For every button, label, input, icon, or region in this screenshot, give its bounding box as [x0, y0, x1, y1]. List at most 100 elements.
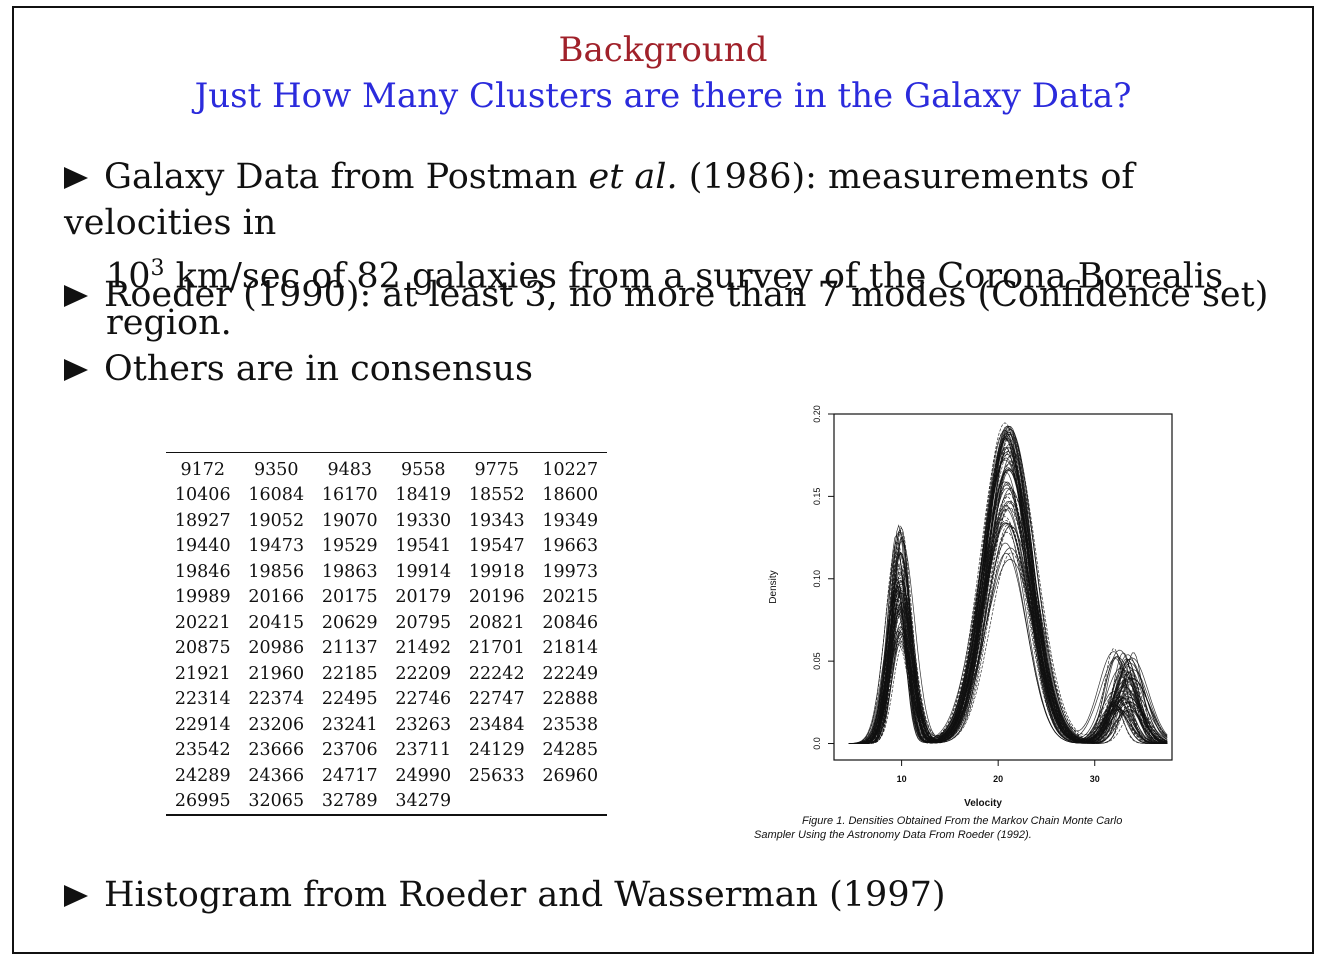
table-row: 22314 22374 22495 22746 22747 22888 — [166, 687, 607, 713]
table-row: 18927 19052 19070 19330 19343 19349 — [166, 508, 607, 534]
table-cell: 19541 — [395, 536, 452, 557]
table-cell: 18600 — [542, 485, 599, 506]
table-cell: 20215 — [542, 587, 599, 608]
table-row: 9172 9350 9483 9558 9775 10227 — [166, 453, 607, 483]
table-cell: 23706 — [321, 740, 378, 761]
table-cell: 20175 — [321, 587, 378, 608]
table-row: 20875 20986 21137 21492 21701 21814 — [166, 636, 607, 662]
table-cell: 32789 — [321, 791, 378, 812]
table-cell: 22185 — [321, 663, 378, 684]
table-row: 19846 19856 19863 19914 19918 19973 — [166, 559, 607, 585]
table-cell: 22249 — [542, 663, 599, 684]
density-curve — [848, 453, 1168, 744]
table-cell: 32065 — [248, 791, 305, 812]
table-cell: 20166 — [248, 587, 305, 608]
density-curve — [848, 425, 1168, 744]
density-curve — [848, 523, 1168, 744]
bullet-histogram: Histogram from Roeder and Wasserman (199… — [64, 872, 946, 918]
table-cell: 20221 — [174, 612, 231, 633]
table-cell: 21814 — [542, 638, 599, 659]
x-axis-label: Velocity — [964, 798, 1002, 809]
table-cell: 22495 — [321, 689, 378, 710]
table-cell: 19973 — [542, 561, 599, 582]
table-cell: 22914 — [174, 714, 231, 735]
table-cell — [460, 789, 534, 816]
table-cell: 19547 — [468, 536, 525, 557]
x-tick-label: 20 — [993, 774, 1003, 784]
density-curve — [848, 547, 1168, 744]
table-cell: 20846 — [542, 612, 599, 633]
table-cell: 22374 — [248, 689, 305, 710]
table-cell: 19440 — [174, 536, 231, 557]
table-cell: 23263 — [395, 714, 452, 735]
density-curve — [848, 502, 1168, 744]
table-cell: 19663 — [542, 536, 599, 557]
table-cell: 21137 — [321, 638, 378, 659]
density-curve — [848, 446, 1168, 744]
table-cell: 19918 — [468, 561, 525, 582]
table-cell: 9350 — [253, 459, 299, 480]
table-row: 22914 23206 23241 23263 23484 23538 — [166, 712, 607, 738]
table-cell: 16170 — [321, 485, 378, 506]
table-cell: 20986 — [248, 638, 305, 659]
table-cell: 26995 — [174, 791, 231, 812]
table-row: 10406 16084 16170 18419 18552 18600 — [166, 483, 607, 509]
slide-subtitle: Just How Many Clusters are there in the … — [194, 76, 1132, 116]
table-cell: 19914 — [395, 561, 452, 582]
table-cell: 19330 — [395, 510, 452, 531]
table-cell: 16084 — [248, 485, 305, 506]
table-cell: 21492 — [395, 638, 452, 659]
table-row: 21921 21960 22185 22209 22242 22249 — [166, 661, 607, 687]
y-tick-label: 0.20 — [812, 405, 822, 423]
density-curve — [848, 460, 1168, 744]
table-cell: 20196 — [468, 587, 525, 608]
table-cell: 24285 — [542, 740, 599, 761]
bullet-galaxy-data: Galaxy Data from Postman et al. (1986): … — [64, 157, 1224, 343]
table-cell: 18927 — [174, 510, 231, 531]
table-cell: 22747 — [468, 689, 525, 710]
table-cell: 9483 — [327, 459, 373, 480]
table-cell: 25633 — [468, 765, 525, 786]
table-cell: 20415 — [248, 612, 305, 633]
table-cell: 9172 — [180, 459, 226, 480]
table-cell: 22888 — [542, 689, 599, 710]
density-curve — [848, 469, 1168, 744]
bullet-arrow-icon — [64, 359, 88, 381]
bullet-consensus: Others are in consensus — [64, 346, 533, 392]
table-cell: 20795 — [395, 612, 452, 633]
density-curve — [848, 525, 1168, 744]
table-cell: 20875 — [174, 638, 231, 659]
table-cell: 19529 — [321, 536, 378, 557]
table-cell: 23484 — [468, 714, 525, 735]
x-tick-label: 30 — [1090, 774, 1100, 784]
y-tick-label: 0.10 — [812, 570, 822, 588]
table-cell: 23666 — [248, 740, 305, 761]
galaxy-velocity-table: 9172 9350 9483 9558 9775 10227 10406 16084 16170… — [166, 452, 607, 816]
table-row: 23542 23666 23706 23711 24129 24285 — [166, 738, 607, 764]
slide-frame: Background Just How Many Clusters are th… — [12, 6, 1314, 954]
table-cell: 19989 — [174, 587, 231, 608]
density-curve — [848, 447, 1168, 744]
table-cell: 19343 — [468, 510, 525, 531]
table-cell — [534, 789, 608, 816]
figure-caption: Figure 1. Densities Obtained From the Ma… — [754, 815, 1123, 841]
table-cell: 18419 — [395, 485, 452, 506]
table-row: 19440 19473 19529 19541 19547 19663 — [166, 534, 607, 560]
density-curve — [848, 509, 1168, 744]
table-cell: 24129 — [468, 740, 525, 761]
table-cell: 21960 — [248, 663, 305, 684]
x-tick-label: 10 — [897, 774, 907, 784]
density-curve — [848, 427, 1168, 744]
table-row: 26995 32065 32789 34279 — [166, 789, 607, 816]
table-cell: 19052 — [248, 510, 305, 531]
table-cell: 24289 — [174, 765, 231, 786]
bullet-roeder: Roeder (1990): at least 3, no more than … — [64, 272, 1268, 318]
density-curve — [848, 429, 1168, 744]
y-tick-label: 0.05 — [812, 652, 822, 670]
bullet-arrow-icon — [64, 885, 88, 907]
y-tick-label: 0.15 — [812, 488, 822, 506]
table-cell: 22209 — [395, 663, 452, 684]
table-cell: 19856 — [248, 561, 305, 582]
density-curve — [848, 508, 1168, 744]
table-cell: 23711 — [395, 740, 452, 761]
